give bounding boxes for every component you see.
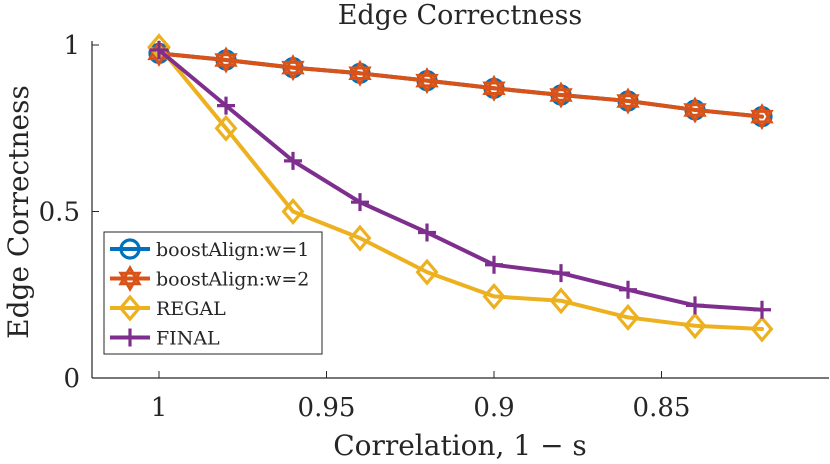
series-line-final xyxy=(157,47,764,312)
legend-item-final: FINAL xyxy=(110,328,220,350)
y-axis-label: Edge Correctness xyxy=(2,85,35,339)
data-point-regal xyxy=(214,114,238,142)
data-point-boostalign-w-2 xyxy=(281,54,305,82)
data-point-final xyxy=(619,280,637,299)
x-tick-label: 0.85 xyxy=(633,393,691,423)
data-point-regal xyxy=(616,303,640,331)
data-point-final xyxy=(150,40,168,59)
legend-swatch-marker xyxy=(119,238,141,260)
data-point-boostalign-w-2 xyxy=(348,59,372,87)
x-axis-label: Correlation, 1 − s xyxy=(333,429,587,462)
series-final xyxy=(150,40,771,319)
data-point-final xyxy=(753,300,771,319)
series-line-regal xyxy=(157,44,764,332)
x-tick-label: 1 xyxy=(151,393,168,423)
legend-label: boostAlign:w=1 xyxy=(156,239,309,261)
data-point-regal xyxy=(281,198,305,225)
data-point-boostalign-w-2 xyxy=(616,87,640,115)
data-point-boostalign-w-2 xyxy=(750,103,774,131)
data-point-boostalign-w-2 xyxy=(214,46,238,74)
data-point-final xyxy=(686,296,704,315)
data-point-final xyxy=(217,96,235,115)
data-point-regal xyxy=(683,312,707,340)
y-tick-label: 0 xyxy=(63,364,80,394)
data-point-final xyxy=(284,151,302,170)
data-point-regal xyxy=(750,315,774,343)
data-point-final xyxy=(418,223,436,242)
legend-box xyxy=(103,231,323,355)
legend-item-boostalign-w-1: boostAlign:w=1 xyxy=(110,238,309,261)
data-point-regal xyxy=(549,287,573,315)
y-tick-label: 1 xyxy=(63,31,80,61)
legend-label: FINAL xyxy=(156,328,220,350)
legend-swatch-marker xyxy=(118,294,142,322)
data-point-regal xyxy=(348,224,372,252)
legend-label: REGAL xyxy=(156,298,226,320)
data-point-regal xyxy=(482,282,506,310)
data-point-regal xyxy=(415,258,439,286)
y-tick-label: 0.5 xyxy=(39,198,80,228)
x-tick-label: 0.9 xyxy=(473,393,514,423)
data-point-boostalign-w-2 xyxy=(683,96,707,124)
data-point-final xyxy=(552,264,570,283)
series-boostalign-w-2 xyxy=(147,39,774,131)
legend-label: boostAlign:w=2 xyxy=(156,269,309,291)
data-point-boostalign-w-2 xyxy=(482,74,506,102)
chart-title: Edge Correctness xyxy=(338,0,583,31)
legend-item-boostalign-w-2: boostAlign:w=2 xyxy=(110,264,309,293)
legend-swatch-marker xyxy=(118,264,142,293)
legend-item-regal: REGAL xyxy=(110,294,226,322)
legend-swatch-marker xyxy=(121,328,139,347)
x-tick-label: 0.95 xyxy=(298,393,356,423)
data-point-boostalign-w-2 xyxy=(549,81,573,109)
data-point-final xyxy=(351,193,369,212)
data-point-boostalign-w-2 xyxy=(415,67,439,95)
data-point-final xyxy=(485,255,503,274)
series-line-boostalign-w-2 xyxy=(157,51,764,119)
